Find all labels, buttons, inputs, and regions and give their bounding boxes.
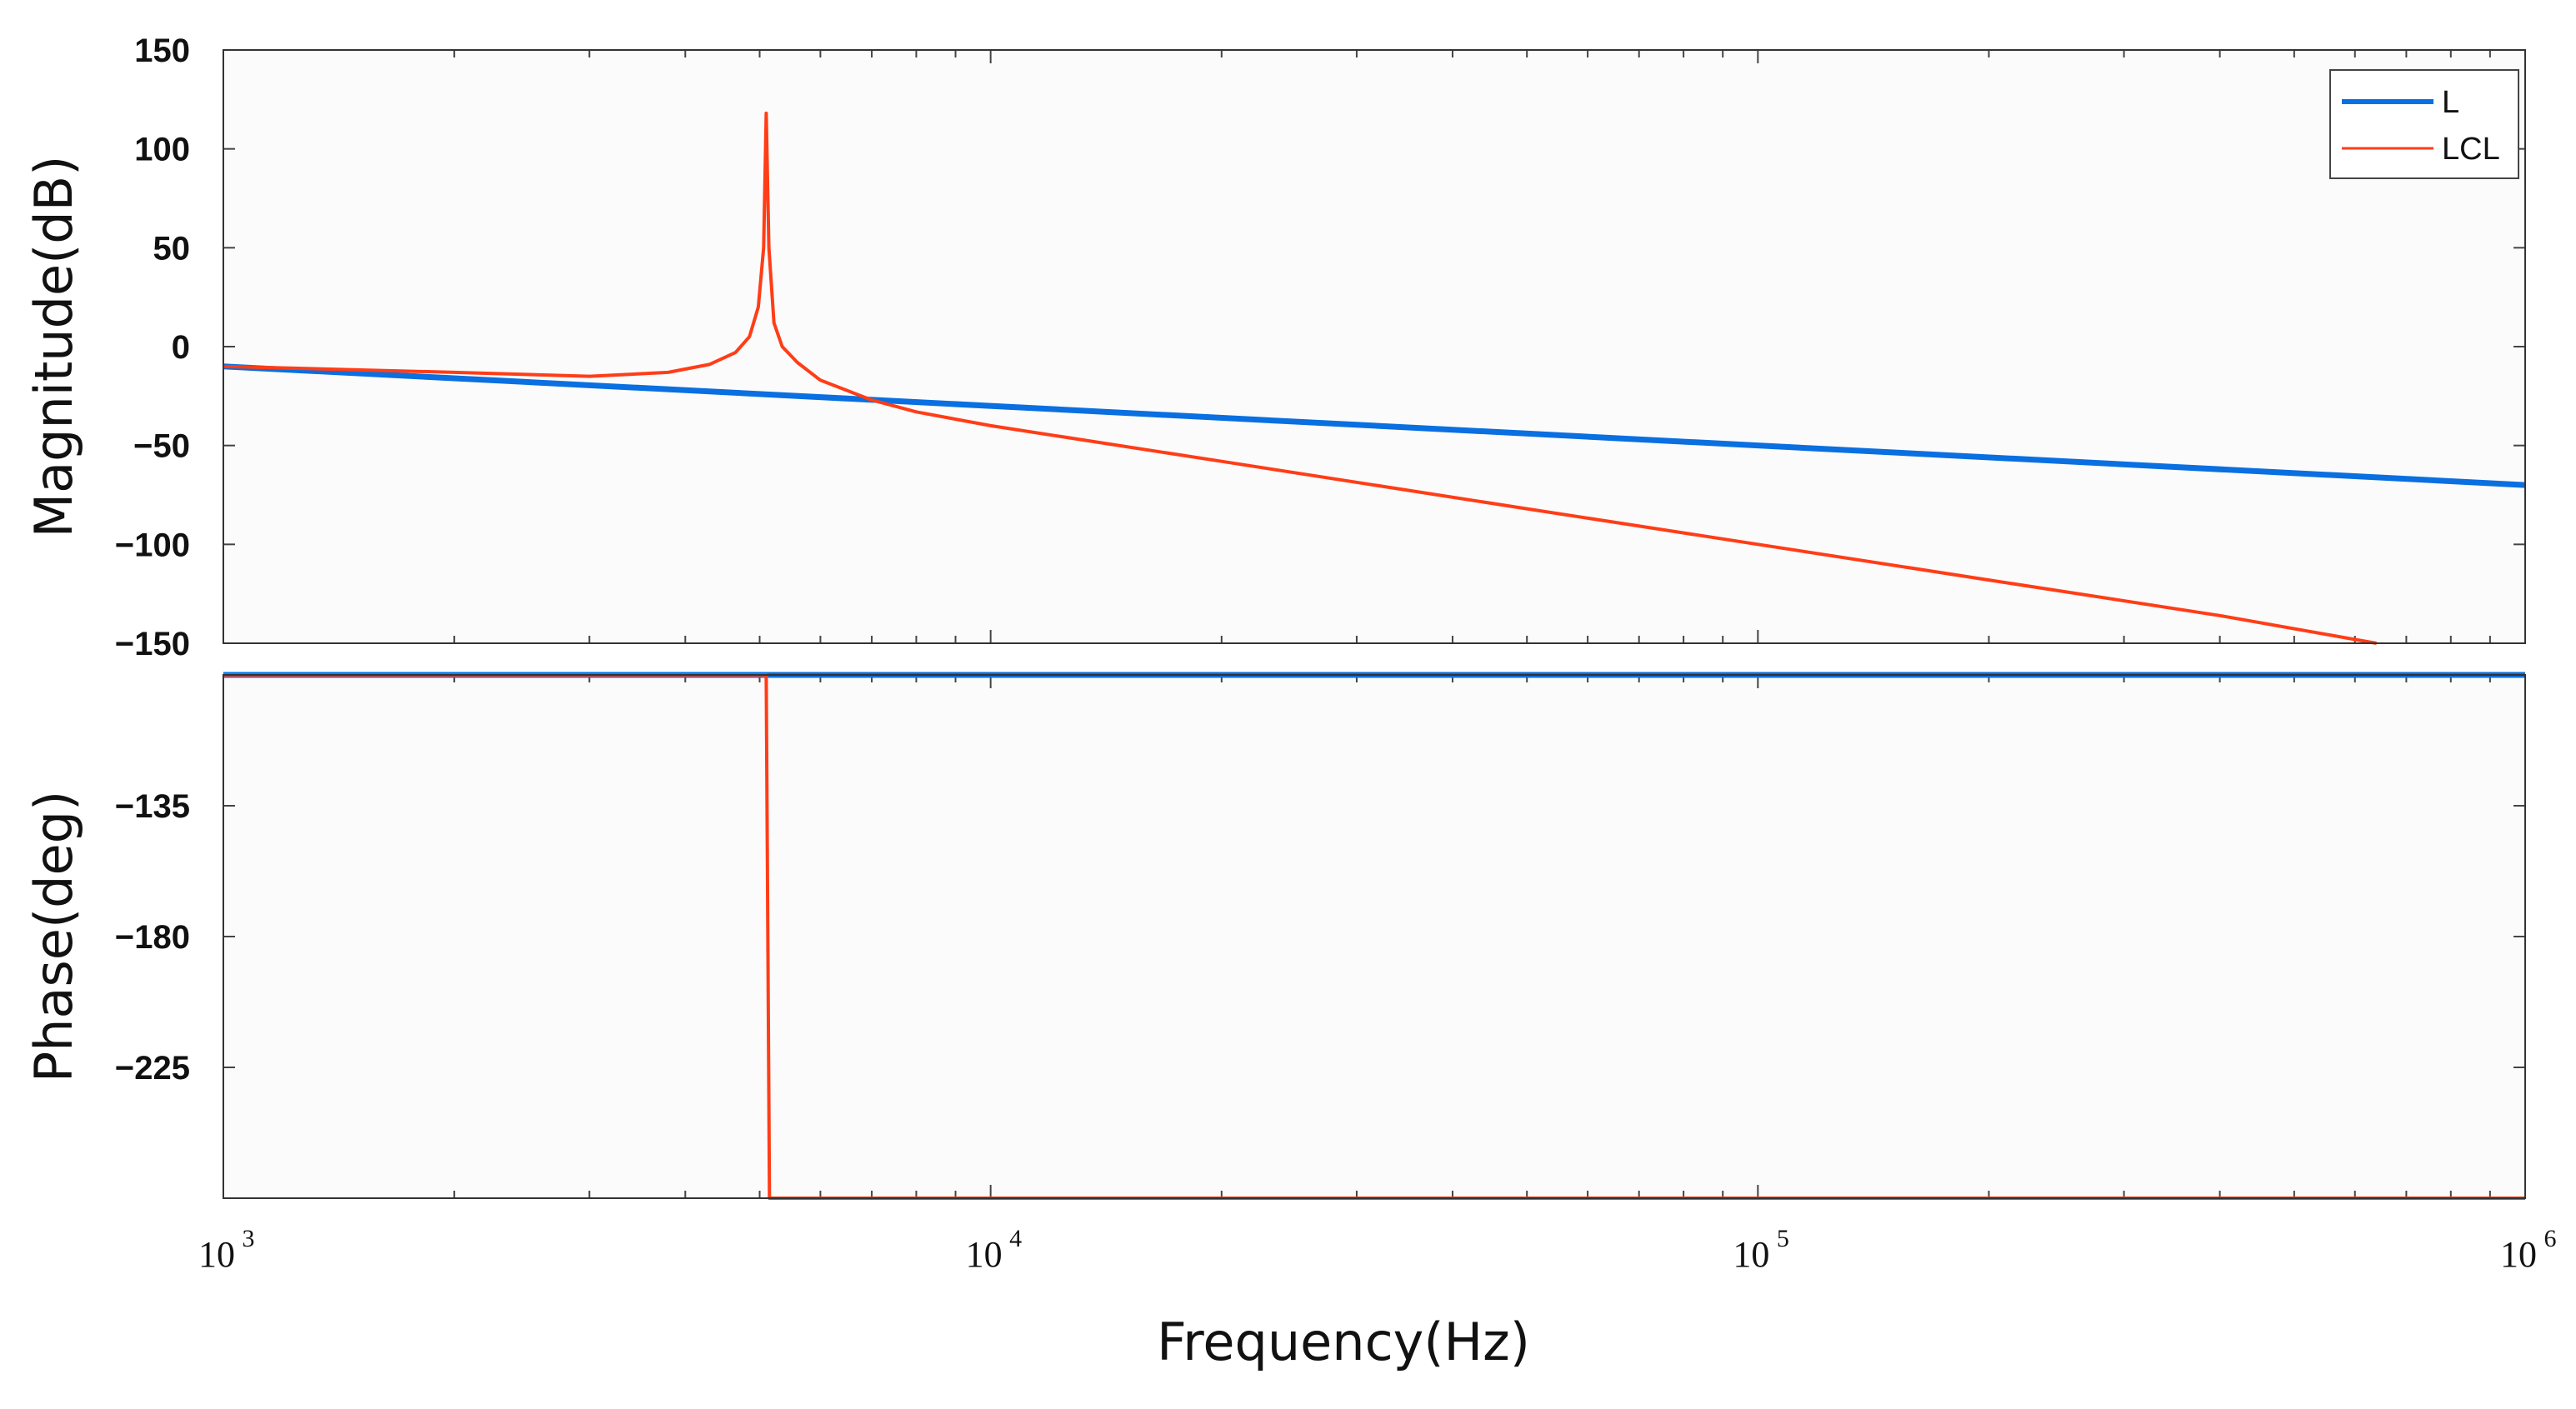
y-tick-label: −150 xyxy=(115,626,190,662)
svg-text:5: 5 xyxy=(1777,1225,1789,1252)
x-tick-label: 10 6 xyxy=(2500,1225,2557,1275)
y-tick-label: −100 xyxy=(115,527,190,563)
y-tick-label: −180 xyxy=(115,919,190,956)
y-tick-label: 150 xyxy=(134,32,190,69)
svg-text:6: 6 xyxy=(2544,1225,2557,1252)
phase-plot-area xyxy=(223,675,2525,1198)
series-line-l xyxy=(223,363,2525,488)
magnitude-panel: 150 100 50 0 −50 −100 −150 Magnitude(dB) xyxy=(23,32,2526,662)
series-line-lcl xyxy=(223,111,2377,645)
y-tick-label: −135 xyxy=(115,788,190,825)
phase-y-axis-label: Phase(deg) xyxy=(23,791,84,1082)
legend-label-l: L xyxy=(2442,85,2459,120)
magnitude-axes-box xyxy=(223,49,2526,644)
y-tick-label: −50 xyxy=(133,428,190,465)
x-tick-label: 10 5 xyxy=(1733,1225,1789,1275)
svg-text:3: 3 xyxy=(243,1225,255,1252)
magnitude-plot-area xyxy=(223,50,2525,643)
magnitude-series xyxy=(223,111,2525,645)
x-tick-label: 10 3 xyxy=(198,1225,255,1275)
x-tick-labels: 10 3 10 4 10 5 10 6 xyxy=(198,1225,2557,1275)
y-tick-label: −225 xyxy=(115,1050,190,1087)
legend: L LCL xyxy=(2329,69,2519,179)
svg-text:10: 10 xyxy=(966,1234,1003,1275)
phase-axes-box xyxy=(223,674,2526,1199)
magnitude-y-axis-label: Magnitude(dB) xyxy=(23,156,84,538)
y-tick-label: 100 xyxy=(134,132,190,168)
legend-label-lcl: LCL xyxy=(2442,132,2500,167)
phase-y-tick-labels: −135 −180 −225 xyxy=(115,788,190,1087)
phase-panel: −135 −180 −225 Phase(deg) xyxy=(23,672,2526,1200)
svg-text:10: 10 xyxy=(1733,1234,1769,1275)
svg-text:4: 4 xyxy=(1009,1225,1022,1252)
svg-text:10: 10 xyxy=(198,1234,235,1275)
y-tick-label: 50 xyxy=(153,230,191,267)
x-tick-label: 10 4 xyxy=(966,1225,1023,1275)
magnitude-y-tick-labels: 150 100 50 0 −50 −100 −150 xyxy=(115,32,190,662)
legend-box xyxy=(2329,69,2519,179)
x-axis-label: Frequency(Hz) xyxy=(1157,1312,1530,1372)
svg-text:10: 10 xyxy=(2500,1234,2537,1275)
y-tick-label: 0 xyxy=(172,329,190,366)
